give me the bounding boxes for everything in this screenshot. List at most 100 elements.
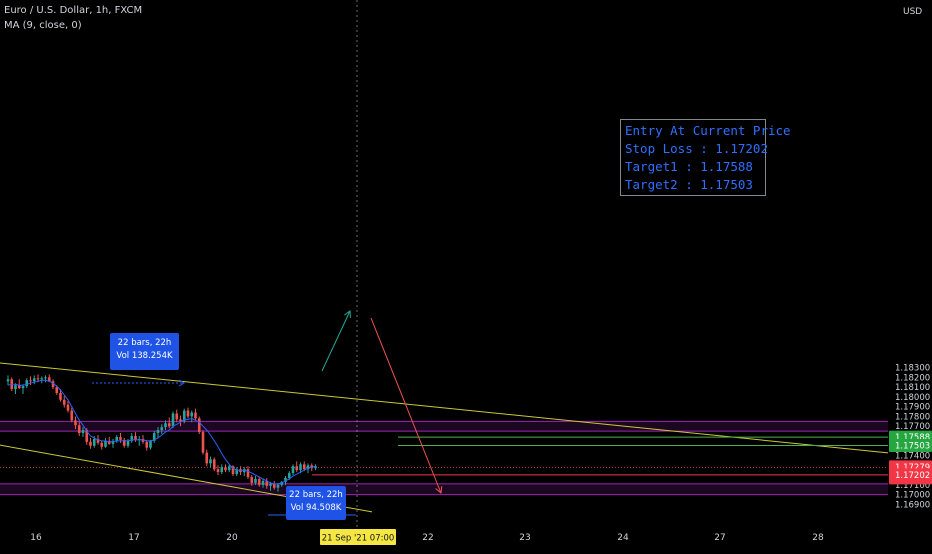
- candle-body[interactable]: [81, 430, 85, 434]
- candle-body[interactable]: [92, 438, 96, 446]
- candle-body[interactable]: [44, 377, 47, 379]
- candle-body[interactable]: [254, 478, 257, 483]
- candle-body[interactable]: [182, 410, 186, 422]
- currency-label[interactable]: USD: [903, 7, 923, 17]
- candle-body[interactable]: [32, 378, 36, 382]
- candle-body[interactable]: [175, 413, 179, 420]
- candle-body[interactable]: [59, 392, 62, 400]
- candle-body[interactable]: [25, 380, 29, 387]
- candle-body[interactable]: [246, 469, 250, 478]
- candle-body[interactable]: [85, 430, 89, 442]
- indicator-label[interactable]: MA (9, close, 0): [4, 20, 82, 31]
- candle-body[interactable]: [17, 385, 21, 389]
- candle-body[interactable]: [70, 410, 74, 421]
- candle-body[interactable]: [284, 477, 287, 482]
- candle-body[interactable]: [194, 412, 197, 419]
- candle-body[interactable]: [21, 386, 25, 389]
- measure-bars-text: 22 bars, 22h: [289, 490, 343, 500]
- candle-body[interactable]: [265, 480, 269, 486]
- candle-body[interactable]: [227, 466, 231, 471]
- candle-body[interactable]: [126, 440, 130, 446]
- candle-body[interactable]: [104, 440, 107, 447]
- candle-body[interactable]: [6, 379, 10, 382]
- candle-body[interactable]: [302, 464, 306, 470]
- candle-body[interactable]: [119, 436, 122, 440]
- candle-body[interactable]: [216, 469, 220, 473]
- candle-body[interactable]: [201, 432, 205, 453]
- candle-body[interactable]: [29, 380, 32, 382]
- candle-body[interactable]: [40, 378, 44, 380]
- candle-body[interactable]: [209, 459, 212, 464]
- candle-body[interactable]: [179, 419, 182, 422]
- symbol-title[interactable]: Euro / U.S. Dollar, 1h, FXCM: [4, 5, 143, 16]
- candle-body[interactable]: [164, 423, 167, 428]
- candle-body[interactable]: [269, 483, 272, 486]
- candle-body[interactable]: [291, 466, 295, 474]
- crosshair-time-badge[interactable]: [320, 529, 396, 545]
- candle-body[interactable]: [47, 377, 51, 382]
- candle-body[interactable]: [212, 459, 216, 470]
- current-price-badge-text: 1.17279: [895, 463, 930, 473]
- candle-body[interactable]: [276, 484, 280, 488]
- candle-body[interactable]: [152, 433, 156, 441]
- candle-body[interactable]: [122, 439, 126, 446]
- candle-body[interactable]: [74, 420, 77, 426]
- candle-body[interactable]: [111, 440, 115, 444]
- candle-body[interactable]: [167, 423, 171, 427]
- projection-up-arrow[interactable]: [321, 310, 351, 372]
- candle-body[interactable]: [205, 452, 209, 464]
- candle-body[interactable]: [36, 378, 40, 380]
- candle-body[interactable]: [299, 464, 302, 471]
- candle-body[interactable]: [272, 483, 276, 488]
- time-tick-label: 17: [128, 533, 139, 543]
- candle-body[interactable]: [77, 425, 81, 434]
- candle-body[interactable]: [250, 477, 254, 483]
- candle-body[interactable]: [306, 465, 310, 470]
- candle-body[interactable]: [220, 467, 224, 473]
- zone-rect[interactable]: [0, 483, 888, 495]
- stop-loss-price-badge[interactable]: [889, 468, 932, 482]
- candle-body[interactable]: [145, 441, 149, 448]
- candle-body[interactable]: [115, 436, 119, 441]
- measure-label-lower[interactable]: 22 bars, 22h Vol 94.508K: [286, 486, 346, 520]
- candle-body[interactable]: [107, 440, 111, 444]
- candle-body[interactable]: [55, 387, 59, 393]
- moving-average-line[interactable]: [7, 379, 316, 485]
- candle-body[interactable]: [96, 438, 100, 443]
- candle-body[interactable]: [89, 441, 92, 446]
- trade-info-box[interactable]: Entry At Current Price Stop Loss : 1.172…: [620, 119, 791, 196]
- candle-body[interactable]: [156, 430, 160, 434]
- trendline[interactable]: [0, 362, 889, 454]
- candle-body[interactable]: [190, 412, 194, 417]
- candle-body[interactable]: [130, 435, 134, 441]
- zone-rect[interactable]: [0, 421, 888, 432]
- projection-down-arrow[interactable]: [370, 317, 442, 494]
- candle-body[interactable]: [257, 478, 261, 485]
- candle-body[interactable]: [160, 427, 164, 431]
- candle-body[interactable]: [235, 469, 239, 475]
- candle-body[interactable]: [100, 442, 104, 447]
- candle-body[interactable]: [14, 385, 17, 390]
- candle-body[interactable]: [171, 413, 175, 427]
- candle-body[interactable]: [231, 466, 235, 475]
- candle-body[interactable]: [287, 473, 291, 478]
- candle-body[interactable]: [134, 435, 137, 440]
- candle-body[interactable]: [224, 467, 227, 471]
- candle-body[interactable]: [295, 466, 299, 471]
- candle-body[interactable]: [62, 399, 66, 405]
- target2-price-badge[interactable]: [889, 438, 932, 452]
- candle-body[interactable]: [197, 418, 201, 433]
- candle-body[interactable]: [149, 440, 152, 448]
- measure-label-upper[interactable]: 22 bars, 22h Vol 138.254K: [110, 333, 179, 370]
- candle-body[interactable]: [186, 410, 190, 417]
- time-axis[interactable]: [0, 528, 932, 550]
- candle-body[interactable]: [261, 480, 265, 485]
- candle-body[interactable]: [66, 404, 70, 411]
- chart-legend: Euro / U.S. Dollar, 1h, FXCM MA (9, clos…: [4, 3, 142, 33]
- candle-body[interactable]: [51, 381, 55, 388]
- projection-up-arrow-head: [344, 310, 351, 319]
- price-tick-label: 1.18300: [895, 364, 930, 374]
- candle-body[interactable]: [314, 466, 317, 469]
